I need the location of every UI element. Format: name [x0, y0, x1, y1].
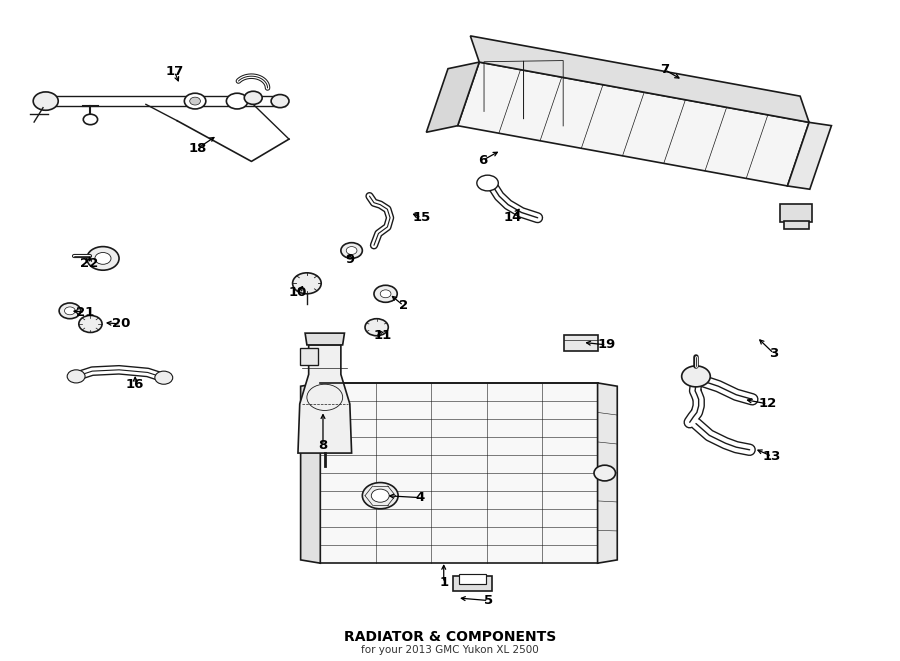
- Polygon shape: [471, 36, 809, 122]
- Circle shape: [33, 92, 58, 110]
- Circle shape: [87, 247, 119, 270]
- Text: 4: 4: [416, 491, 425, 504]
- Circle shape: [244, 91, 262, 104]
- Text: 14: 14: [503, 212, 522, 224]
- Text: 17: 17: [166, 65, 184, 78]
- Text: 1: 1: [439, 576, 448, 590]
- Circle shape: [292, 273, 321, 293]
- Text: 18: 18: [189, 142, 207, 155]
- Circle shape: [594, 465, 616, 481]
- Polygon shape: [301, 383, 320, 563]
- Circle shape: [155, 371, 173, 384]
- Circle shape: [372, 489, 389, 502]
- FancyBboxPatch shape: [459, 574, 486, 584]
- Text: 9: 9: [346, 253, 355, 266]
- FancyBboxPatch shape: [780, 204, 813, 222]
- Circle shape: [271, 95, 289, 108]
- Circle shape: [341, 243, 363, 258]
- Circle shape: [79, 315, 102, 332]
- Circle shape: [65, 307, 76, 315]
- Circle shape: [227, 93, 248, 109]
- Text: 2: 2: [399, 299, 408, 312]
- Text: 11: 11: [374, 329, 392, 342]
- FancyBboxPatch shape: [453, 576, 492, 591]
- Circle shape: [94, 253, 111, 264]
- Text: 10: 10: [289, 286, 307, 299]
- Circle shape: [184, 93, 206, 109]
- Circle shape: [346, 247, 357, 254]
- Text: for your 2013 GMC Yukon XL 2500: for your 2013 GMC Yukon XL 2500: [361, 645, 539, 655]
- Polygon shape: [298, 345, 352, 453]
- Circle shape: [59, 303, 81, 319]
- Circle shape: [681, 366, 710, 387]
- Text: 22: 22: [80, 257, 99, 270]
- Polygon shape: [305, 333, 345, 345]
- Polygon shape: [320, 383, 598, 563]
- Polygon shape: [788, 122, 832, 189]
- Text: 12: 12: [759, 397, 777, 410]
- Text: RADIATOR & COMPONENTS: RADIATOR & COMPONENTS: [344, 630, 556, 644]
- Text: 15: 15: [412, 212, 430, 224]
- Circle shape: [374, 286, 397, 302]
- Polygon shape: [427, 62, 480, 132]
- Text: 13: 13: [763, 450, 781, 463]
- Circle shape: [380, 290, 391, 297]
- Text: 6: 6: [479, 153, 488, 167]
- FancyBboxPatch shape: [564, 335, 598, 352]
- Circle shape: [190, 97, 201, 105]
- Text: 19: 19: [598, 338, 616, 352]
- Circle shape: [84, 114, 97, 125]
- Circle shape: [68, 369, 86, 383]
- Text: 7: 7: [660, 63, 670, 76]
- Text: 21: 21: [76, 305, 94, 319]
- Circle shape: [363, 483, 398, 509]
- Polygon shape: [598, 383, 617, 563]
- Text: 8: 8: [319, 439, 328, 451]
- Text: 20: 20: [112, 317, 130, 330]
- Text: 16: 16: [126, 377, 144, 391]
- Text: 3: 3: [770, 347, 778, 360]
- Circle shape: [365, 319, 388, 336]
- Text: 5: 5: [484, 594, 493, 607]
- Polygon shape: [457, 62, 809, 186]
- FancyBboxPatch shape: [300, 348, 318, 365]
- FancyBboxPatch shape: [784, 221, 809, 229]
- Circle shape: [477, 175, 499, 191]
